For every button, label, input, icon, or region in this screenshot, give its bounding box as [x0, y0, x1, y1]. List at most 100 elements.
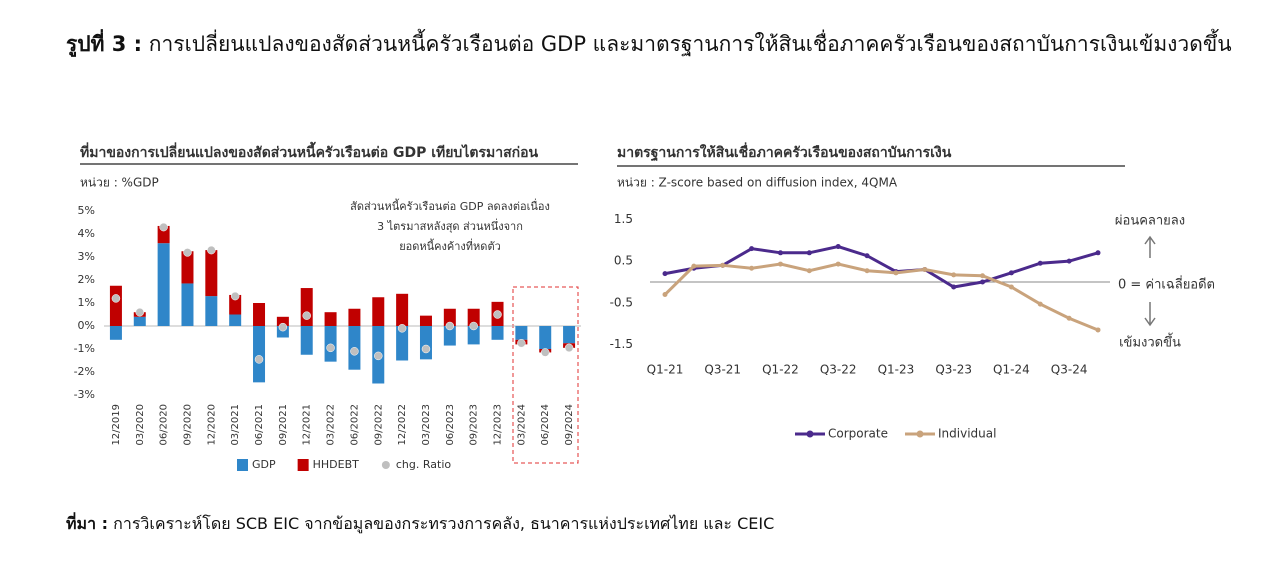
series-point [1037, 301, 1043, 307]
legend-swatch [297, 459, 309, 471]
chart-subtitle: หน่วย : Z-score based on diffusion index… [617, 176, 898, 190]
x-tick-label: 03/2022 [326, 404, 337, 446]
chart-title: มาตรฐานการให้สินเชื่อภาคครัวเรือนของสถาบ… [617, 142, 952, 162]
series-point [835, 244, 841, 250]
bar-segment [396, 293, 409, 326]
bar-segment [276, 316, 289, 326]
bar-segment [157, 225, 170, 244]
bar-segment [563, 326, 576, 344]
x-tick-label: 03/2023 [421, 404, 432, 446]
series-line [664, 245, 1099, 289]
series-point [980, 273, 986, 279]
series-point [720, 262, 726, 268]
highlight-box [512, 286, 579, 464]
ratio-dot [350, 347, 359, 356]
ratio-dot [135, 307, 145, 317]
bar-segment [443, 326, 456, 346]
series-line [663, 262, 1099, 332]
legend-label: HHDEBT [313, 458, 360, 471]
series-point [922, 266, 928, 272]
series-point [749, 246, 755, 252]
y-tick-label: 1.5 [614, 212, 633, 226]
x-tick-label: 06/2020 [159, 404, 170, 446]
annotation: 0 = ค่าเฉลี่ยอดีต [1118, 276, 1215, 293]
y-tick-label: -0.5 [610, 295, 633, 309]
x-tick-label: 06/2024 [540, 404, 551, 446]
arrow-up [1144, 235, 1156, 258]
bar-segment [109, 285, 122, 326]
ratio-dot [230, 291, 240, 301]
bar-segment [443, 308, 456, 326]
series-point [1008, 270, 1014, 276]
series-point [749, 265, 755, 271]
bar-segment [253, 326, 266, 383]
bar-segment [419, 315, 432, 326]
series-point [1037, 260, 1043, 266]
y-tick-label: 5% [78, 204, 95, 217]
series-point [806, 268, 812, 274]
series-point [1095, 250, 1101, 256]
bar-segment [300, 326, 313, 355]
x-tick-label: 12/2020 [206, 404, 217, 446]
figure-heading: รูปที่ 3 : การเปลี่ยนแปลงของสัดส่วนหนี้ค… [66, 26, 1246, 62]
x-tick-label: 12/2022 [397, 404, 408, 446]
x-tick-label: 12/2019 [111, 404, 122, 446]
series-point [864, 253, 870, 259]
series-point [980, 279, 986, 285]
bar-segment [181, 283, 194, 326]
bar-segment [205, 296, 218, 326]
series-point [893, 270, 899, 276]
series-point [777, 261, 783, 267]
ratio-dot [564, 343, 574, 353]
series-point [1066, 315, 1072, 321]
figure-title: การเปลี่ยนแปลงของสัดส่วนหนี้ครัวเรือนต่อ… [148, 32, 1232, 56]
bar-segment [205, 250, 218, 297]
ratio-dot [469, 321, 478, 331]
bar-segment [229, 314, 242, 326]
x-tick-label: Q1-24 [993, 363, 1030, 377]
bar-segment [491, 326, 504, 340]
ratio-dot [183, 248, 192, 257]
source-label: ที่มา : [66, 514, 109, 533]
series-point [662, 271, 668, 277]
series-point [806, 250, 812, 256]
y-tick-label: 3% [78, 250, 95, 263]
annotation: ยอดหนี้คงค้างที่หดตัว [399, 238, 501, 253]
annotation: ผ่อนคลายลง [1115, 214, 1185, 229]
bar-segment [181, 251, 194, 284]
annotation: สัดส่วนหนี้ครัวเรือนต่อ GDP ลดลงต่อเนื่อ… [350, 198, 550, 213]
arrow-down [1144, 302, 1156, 327]
ratio-dot [278, 322, 288, 332]
y-tick-label: 0% [78, 319, 95, 332]
y-tick-label: 2% [78, 273, 95, 286]
ratio-dot [254, 355, 264, 364]
x-tick-label: 03/2024 [516, 404, 527, 446]
bar-segment [372, 297, 385, 326]
x-tick-label: 06/2021 [254, 404, 265, 446]
series-point [1095, 327, 1101, 333]
bar-segment [396, 326, 409, 361]
ratio-dot [374, 351, 383, 361]
bar-segment [348, 308, 361, 326]
series-point [662, 292, 668, 298]
ratio-dot [302, 311, 311, 320]
legend-swatch [916, 430, 924, 438]
ratio-dot [326, 343, 335, 353]
legend-label: Individual [938, 427, 996, 441]
bar-segment [324, 312, 337, 326]
legend-swatch [381, 461, 390, 469]
ratio-dot [445, 321, 455, 331]
x-tick-label: 09/2022 [373, 404, 384, 446]
ratio-dot [421, 344, 431, 354]
x-tick-label: Q1-23 [878, 363, 915, 377]
chart-subtitle: หน่วย : %GDP [80, 176, 159, 190]
series-point [1066, 258, 1072, 264]
y-tick-label: -2% [74, 365, 95, 378]
y-tick-label: -1% [74, 342, 95, 355]
x-tick-label: 06/2022 [349, 404, 360, 446]
x-tick-label: 06/2023 [445, 404, 456, 446]
legend-swatch [237, 459, 248, 471]
x-tick-label: Q3-23 [935, 363, 972, 377]
